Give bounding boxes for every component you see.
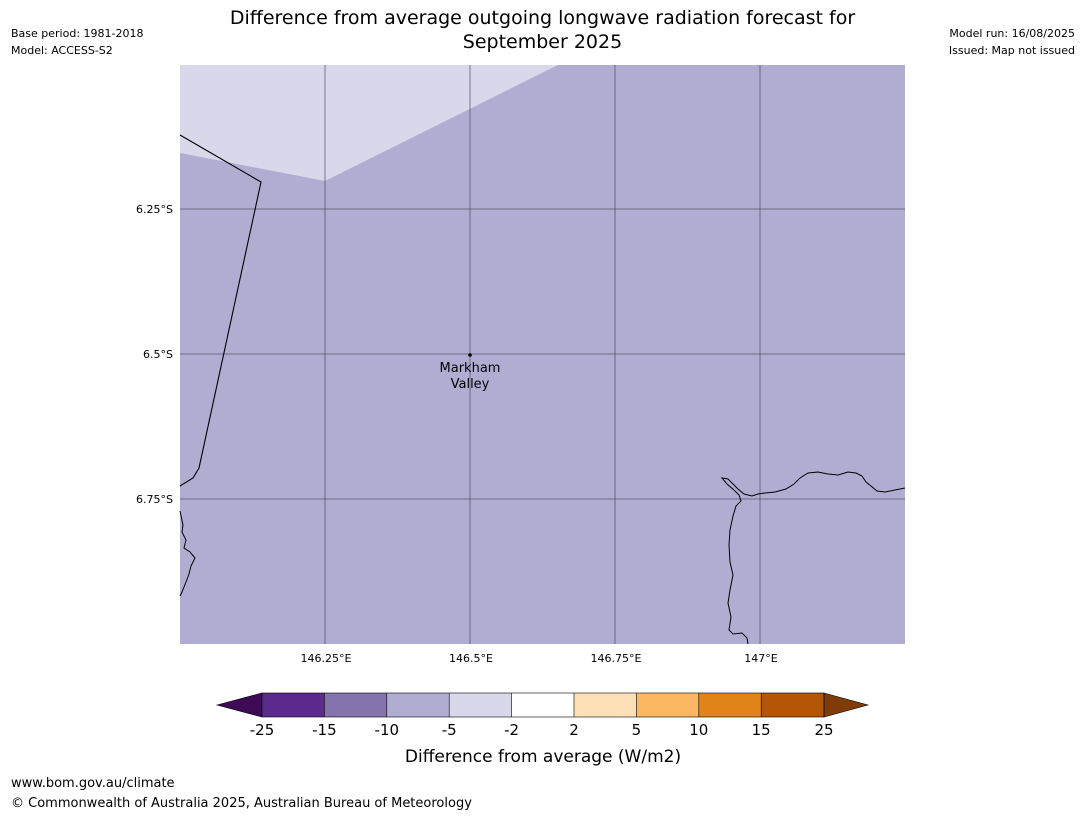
colorbar-tick-label: -10 [375, 721, 400, 739]
colorbar-extend-low [215, 692, 263, 718]
colorbar-segment [324, 693, 387, 717]
colorbar-tick-label: 5 [632, 721, 642, 739]
lat-label-6-75: 6.75°S [136, 493, 173, 506]
place-label-line-2: Valley [451, 377, 490, 392]
issued-text: Issued: Map not issued [948, 44, 1075, 57]
colorbar-tick-label: 2 [569, 721, 579, 739]
place-label-line-1: Markham [440, 361, 501, 376]
model-text: Model: ACCESS-S2 [11, 44, 113, 57]
colorbar-segment [698, 693, 762, 717]
axis-labels: 6.25°S 6.5°S 6.75°S 146.25°E 146.5°E 146… [136, 203, 778, 665]
colorbar-tick-label: -2 [504, 721, 519, 739]
title-line-1: Difference from average outgoing longwav… [229, 7, 856, 29]
footer-copyright: © Commonwealth of Australia 2025, Austra… [11, 796, 472, 811]
location-marker [468, 353, 472, 357]
model-run-text: Model run: 16/08/2025 [949, 27, 1075, 40]
colorbar-outline [261, 692, 825, 718]
base-period-text: Base period: 1981-2018 [11, 27, 144, 40]
colorbar-tick-label: -15 [312, 721, 337, 739]
lon-label-146-5: 146.5°E [449, 652, 493, 665]
colorbar-tick-label: 25 [814, 721, 833, 739]
lon-label-146-75: 146.75°E [591, 652, 642, 665]
lat-label-6-25: 6.25°S [136, 203, 173, 216]
colorbar: -25 -15 -10 -5 -2 2 5 10 15 25 Differenc… [215, 692, 870, 767]
colorbar-tick-label: -5 [442, 721, 457, 739]
lon-label-147: 147°E [744, 652, 777, 665]
anomaly-region-light [180, 65, 558, 181]
lat-label-6-5: 6.5°S [143, 348, 173, 361]
colorbar-segment [574, 693, 637, 717]
colorbar-segment [386, 693, 450, 717]
colorbar-segment [262, 693, 325, 717]
colorbar-segment [449, 693, 512, 717]
title-line-2: September 2025 [462, 31, 623, 53]
colorbar-extend-high [823, 692, 870, 718]
colorbar-segment [761, 693, 824, 717]
colorbar-tick-label: 15 [752, 721, 771, 739]
footer-url[interactable]: www.bom.gov.au/climate [11, 776, 175, 791]
colorbar-tick-label: -25 [250, 721, 275, 739]
map-title: Difference from average outgoing longwav… [150, 6, 935, 54]
colorbar-segment [511, 693, 574, 717]
colorbar-tick-label: 10 [689, 721, 708, 739]
coastline-west [179, 510, 196, 597]
gridlines [180, 65, 905, 644]
lon-label-146-25: 146.25°E [301, 652, 352, 665]
coastline-east [720, 471, 906, 645]
boundary-line [179, 134, 262, 487]
map-panel: Markham Valley [179, 65, 906, 645]
colorbar-segment [636, 693, 699, 717]
colorbar-title: Difference from average (W/m2) [405, 747, 681, 767]
